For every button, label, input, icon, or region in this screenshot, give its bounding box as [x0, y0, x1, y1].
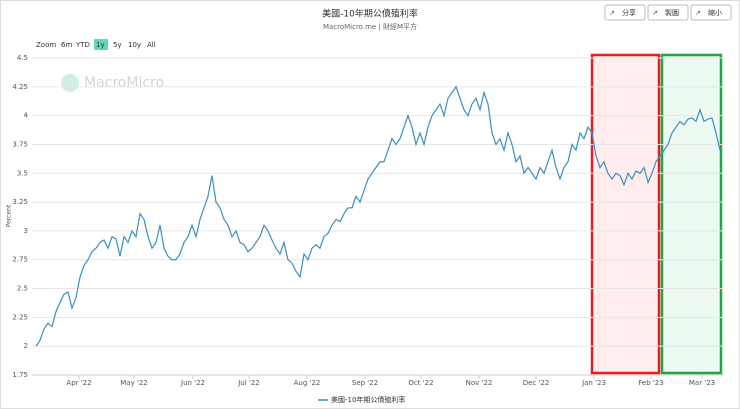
- zoom-button-label: YTD: [75, 41, 90, 49]
- watermark-text: MacroMicro: [84, 75, 164, 91]
- action-button[interactable]: ↗ 縮小: [690, 4, 732, 21]
- y-tick-label: 2.75: [12, 256, 28, 264]
- zoom-label: Zoom: [36, 41, 56, 49]
- x-tick-label: Jul '22: [237, 379, 260, 387]
- action-button-box: [647, 4, 689, 21]
- x-tick-label: Mar '23: [689, 379, 715, 387]
- action-button-box: [690, 4, 732, 21]
- zoom-button-label: 10y: [128, 41, 141, 49]
- watermark-logo: [61, 74, 79, 92]
- chart-subtitle: MacroMicro.me | 財經M平方: [323, 22, 417, 31]
- y-tick-label: 3: [24, 227, 28, 235]
- zoom-button-label: 1y: [96, 41, 105, 49]
- x-tick-label: Jan '23: [581, 379, 606, 387]
- x-tick-label: Jun '22: [180, 379, 205, 387]
- action-button-label: 分享: [622, 8, 636, 17]
- y-tick-label: 4.25: [12, 83, 28, 91]
- x-tick-label: Oct '22: [408, 379, 433, 387]
- y-tick-label: 2: [24, 342, 28, 350]
- chart-title: 美國-10年期公債殖利率: [322, 8, 418, 20]
- action-button-icon: ↗: [695, 9, 701, 17]
- zoom-button[interactable]: 6m: [61, 41, 72, 49]
- action-button[interactable]: ↗ 製圖: [647, 4, 689, 21]
- y-axis-label: Percent: [6, 204, 13, 227]
- x-tick-label: Feb '23: [638, 379, 663, 387]
- action-button-label: 製圖: [665, 8, 679, 17]
- y-tick-label: 3.5: [17, 169, 28, 177]
- zoom-button[interactable]: 1y: [94, 39, 108, 50]
- y-tick-label: 3.25: [12, 198, 28, 206]
- zoom-button-label: 5y: [113, 41, 122, 49]
- zoom-button[interactable]: All: [147, 41, 156, 49]
- zoom-button-label: All: [147, 41, 156, 49]
- x-tick-label: Dec '22: [523, 379, 550, 387]
- zoom-button-label: 6m: [61, 41, 72, 49]
- zoom-button-bg: [94, 39, 108, 50]
- y-tick-label: 4.5: [17, 54, 28, 62]
- action-button-box: [604, 4, 646, 21]
- y-tick-label: 1.75: [12, 371, 28, 379]
- y-tick-label: 3.75: [12, 140, 28, 148]
- zoom-button[interactable]: YTD: [75, 41, 90, 49]
- highlight-box-red: [590, 53, 661, 375]
- y-tick-label: 2.5: [17, 285, 28, 293]
- zoom-button[interactable]: 5y: [113, 41, 122, 49]
- y-tick-label: 4: [24, 112, 29, 120]
- action-button-label: 縮小: [708, 8, 722, 17]
- data-line: [35, 85, 721, 347]
- action-button-icon: ↗: [609, 9, 615, 17]
- x-tick-label: Nov '22: [466, 379, 493, 387]
- zoom-button[interactable]: 10y: [128, 41, 141, 49]
- x-tick-label: Apr '22: [66, 379, 91, 387]
- action-button-icon: ↗: [652, 9, 658, 17]
- x-tick-label: Aug '22: [294, 379, 321, 387]
- y-tick-label: 2.25: [12, 313, 28, 321]
- highlight-box-green: [660, 53, 723, 375]
- toolbar: Zoom 6m YTD 1y 5y 10y All ↗ 分享 ↗ 製圖 ↗ 縮小: [36, 4, 732, 50]
- x-tick-label: May '22: [120, 379, 148, 387]
- x-tick-label: Sep '22: [352, 379, 378, 387]
- action-button[interactable]: ↗ 分享: [604, 4, 646, 21]
- legend-label: 美國-10年期公債殖利率: [331, 395, 405, 404]
